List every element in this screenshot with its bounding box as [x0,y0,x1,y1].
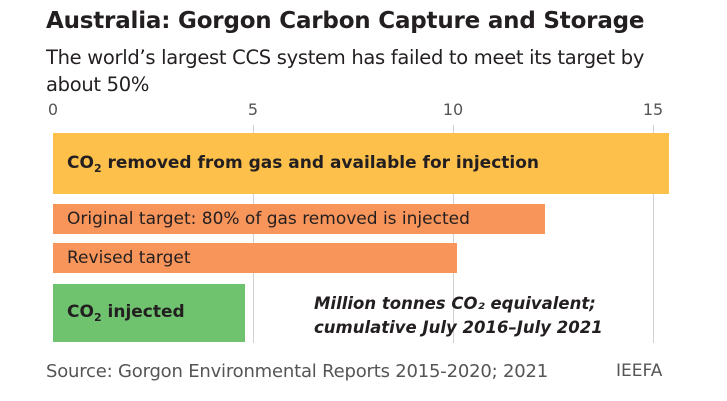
x-tick-label-0: 0 [47,100,59,119]
bar-2: Revised target [53,243,457,273]
unit-annotation-line-2: cumulative July 2016–July 2021 [314,318,603,337]
bar-1: Original target: 80% of gas removed is i… [53,204,545,234]
chart-title: Australia: Gorgon Carbon Capture and Sto… [46,8,645,34]
gridline-2 [453,125,454,343]
bar-3: CO2 injected [53,284,245,342]
x-tick-label-2: 10 [442,100,464,119]
bar-label-2: Revised target [67,248,191,268]
bar-label-0: CO2 removed from gas and available for i… [67,152,540,175]
source-note: Source: Gorgon Environmental Reports 201… [46,361,548,382]
x-tick-label-1: 5 [247,100,259,119]
gridline-3 [653,125,654,343]
unit-annotation-line-1: Million tonnes CO₂ equivalent; [314,294,596,313]
bar-label-1: Original target: 80% of gas removed is i… [67,209,470,229]
bar-0: CO2 removed from gas and available for i… [53,133,669,194]
unit-annotation: Million tonnes CO₂ equivalent; cumulativ… [314,292,603,340]
chart-subtitle: The world’s largest CCS system has faile… [46,46,645,96]
bar-label-3: CO2 injected [67,302,185,324]
brand-label: IEEFA [616,361,663,381]
gridline-1 [253,125,254,343]
x-tick-label-3: 15 [642,100,664,119]
